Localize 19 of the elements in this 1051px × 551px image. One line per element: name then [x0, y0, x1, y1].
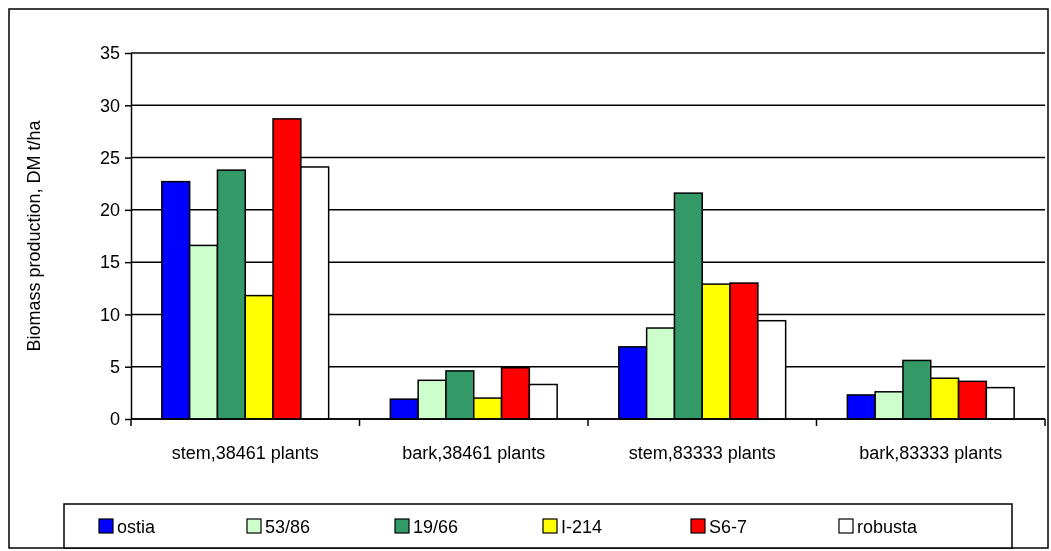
- y-tick-label: 0: [109, 409, 120, 430]
- legend-label: 53/86: [265, 517, 311, 537]
- y-axis-title: Biomass production, DM t/ha: [24, 119, 44, 352]
- legend-label: ostia: [117, 517, 157, 537]
- x-tick-label: stem,83333 plants: [628, 443, 776, 463]
- y-tick-label: 10: [99, 304, 120, 325]
- y-tick-label: 15: [99, 252, 120, 273]
- y-tick-label: 5: [109, 356, 120, 377]
- y-tick-label: 20: [99, 200, 120, 221]
- x-tick-label: bark,38461 plants: [402, 443, 546, 463]
- legend-label: 19/66: [413, 517, 459, 537]
- x-tick-label: stem,38461 plants: [171, 443, 319, 463]
- legend-label: S6-7: [709, 517, 748, 537]
- legend-label: robusta: [857, 517, 919, 537]
- legend-label: I-214: [561, 517, 603, 537]
- y-tick-label: 25: [99, 147, 120, 168]
- y-tick-label: 35: [99, 43, 120, 64]
- x-tick-label: bark,83333 plants: [859, 443, 1003, 463]
- y-tick-label: 30: [99, 95, 120, 116]
